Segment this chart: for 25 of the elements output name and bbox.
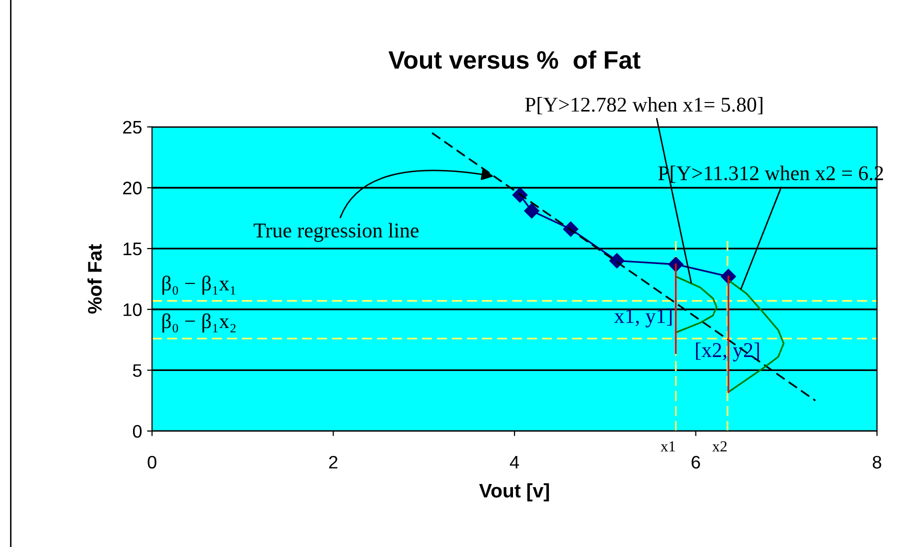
annotation: P[Y>12.782 when x1= 5.80] — [525, 97, 762, 114]
x-tick-label: 0 — [148, 456, 156, 469]
chart-title: Vout versus % of Fat — [388, 50, 640, 69]
annotation: x1, y1] — [614, 308, 672, 328]
annotation: [x2, y2] — [696, 342, 759, 362]
y-tick-label: 20 — [123, 182, 142, 194]
line-series — [674, 276, 718, 334]
ref-line-label: β₀ − β₁x₂ — [162, 313, 236, 332]
point — [524, 203, 540, 218]
x-tick-label: 4 — [510, 456, 520, 468]
x-tick-label: 6 — [692, 456, 700, 469]
x-tick-label: 8 — [872, 456, 882, 469]
ref-line-label: x1 — [660, 441, 675, 452]
ref-line-label: x2 — [712, 441, 727, 452]
y-tick-label: 0 — [132, 424, 142, 438]
y-tick-label: 10 — [124, 303, 142, 316]
y-axis-title: %of Fat — [87, 244, 102, 314]
ref-line-label: β₀ − β₁x₁ — [162, 276, 236, 295]
y-tick-label: 5 — [133, 364, 142, 377]
y-tick-label: 25 — [123, 120, 142, 134]
y-tick-label: 15 — [124, 242, 142, 256]
x-axis-title: Vout [v] — [479, 483, 549, 502]
point — [609, 253, 624, 268]
x-tick-label: 2 — [329, 456, 338, 468]
annotation: True regression line — [254, 222, 418, 242]
